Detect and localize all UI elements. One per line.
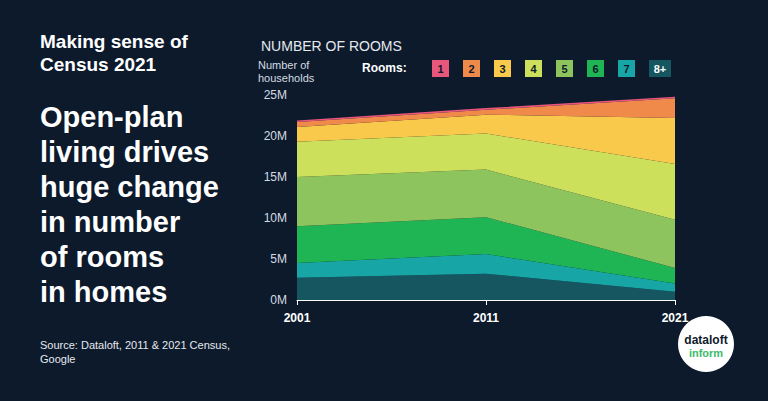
svg-text:5: 5 — [561, 63, 567, 75]
svg-text:7: 7 — [623, 63, 629, 75]
svg-text:20M: 20M — [264, 129, 287, 143]
svg-text:2021: 2021 — [662, 311, 689, 325]
svg-text:2: 2 — [468, 63, 474, 75]
svg-text:25M: 25M — [264, 88, 287, 102]
svg-text:2001: 2001 — [284, 311, 311, 325]
svg-text:6: 6 — [592, 63, 598, 75]
svg-text:1: 1 — [437, 63, 443, 75]
svg-text:Number of: Number of — [258, 59, 310, 71]
svg-text:15M: 15M — [264, 170, 287, 184]
svg-text:NUMBER OF ROOMS: NUMBER OF ROOMS — [261, 38, 402, 54]
svg-text:5M: 5M — [270, 252, 287, 266]
svg-text:0M: 0M — [270, 293, 287, 307]
svg-text:10M: 10M — [264, 211, 287, 225]
svg-text:households: households — [258, 72, 315, 84]
svg-text:2011: 2011 — [473, 311, 499, 325]
html-text:Source: Dataloft, 2011 & 2021: Source: Dataloft, 2011 & 2021 Census, Go… — [40, 339, 230, 365]
html-text:Making sense of Census 2021: Making sense of Census 2021 — [40, 31, 188, 75]
svg-text:Rooms:: Rooms: — [362, 61, 407, 75]
svg-text:8+: 8+ — [654, 63, 667, 75]
svg-text:4: 4 — [530, 63, 537, 75]
svg-text:inform: inform — [689, 347, 723, 359]
svg-text:dataloft: dataloft — [684, 333, 727, 347]
svg-text:3: 3 — [499, 63, 505, 75]
html-text:Open-plan living drives huge c: Open-plan living drives huge change in n… — [40, 101, 219, 308]
